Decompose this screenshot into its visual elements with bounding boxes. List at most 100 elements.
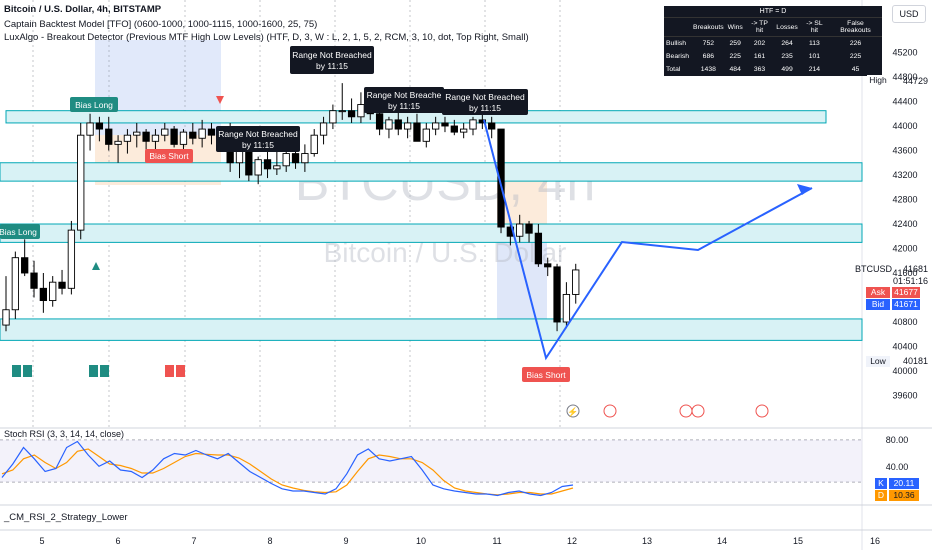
- countdown: 01:51:16: [892, 276, 928, 286]
- candle-bull: [86, 122, 94, 136]
- ask-tag: Ask: [866, 287, 890, 298]
- breakout-up-arrow: [92, 262, 100, 270]
- stoch-k-line: [1, 440, 574, 497]
- bias-short-label-1[interactable]: Bias Short: [145, 149, 193, 163]
- symbol-header[interactable]: Bitcoin / U.S. Dollar, 4h, BITSTAMP: [4, 4, 161, 15]
- stats-cell: 214: [808, 66, 821, 73]
- low-tag: Low: [866, 356, 890, 367]
- price-tick-label: 42400: [892, 219, 917, 229]
- stats-header-cell: False Breakouts: [828, 18, 882, 37]
- short-marker-1: [165, 365, 174, 377]
- candle-bull: [282, 153, 290, 167]
- projection-arrowhead: [797, 184, 812, 195]
- candle-bear: [347, 110, 356, 118]
- us-flag-icon-1: [603, 404, 617, 418]
- svg-text:Bias Short: Bias Short: [149, 151, 189, 161]
- long-marker-4: [100, 365, 109, 377]
- long-marker-1: [12, 365, 21, 377]
- indicator-2-line[interactable]: LuxAlgo - Breakout Detector (Previous MT…: [4, 32, 529, 43]
- stoch-band-fill: [0, 440, 862, 482]
- candle-bear: [478, 119, 486, 124]
- price-tick-label: 43600: [892, 146, 917, 156]
- candle-bull: [431, 122, 440, 130]
- strategy-markers: [12, 96, 224, 377]
- price-tick-label: 42000: [892, 244, 917, 254]
- ask-value: 41677: [892, 287, 920, 298]
- stats-row: Bearish 686 225 161 235 101 225: [664, 50, 882, 63]
- range-label-3[interactable]: Range Not Breache by 11:15: [364, 87, 444, 113]
- bias-long-label-1[interactable]: Bias Long: [70, 97, 118, 112]
- stats-row: Bullish 752 259 202 264 113 226: [664, 37, 882, 51]
- stats-cell: Total: [666, 66, 681, 73]
- time-axis-labels: 5 6 7 8 9 10 11 12 13 14 15 16: [39, 536, 880, 546]
- candle-bull: [385, 119, 393, 130]
- time-label: 5: [39, 536, 44, 546]
- time-label: 9: [343, 536, 348, 546]
- candle-bull: [161, 128, 169, 136]
- candle-bull: [562, 293, 571, 323]
- bias-short-label-2[interactable]: Bias Short: [522, 367, 570, 382]
- candle-bear: [95, 122, 104, 130]
- svg-text:Range Not Breached: Range Not Breached: [292, 50, 372, 60]
- event-icons[interactable]: ⚡: [566, 404, 769, 418]
- stoch-tick-80: 80.00: [886, 435, 909, 445]
- candle-bear: [21, 257, 29, 274]
- candle-bull: [49, 281, 57, 302]
- flash-icon: [566, 404, 580, 418]
- stoch-k-value: 20.11: [889, 478, 919, 489]
- bias-long-label-2[interactable]: Bias Long: [0, 224, 40, 239]
- candle-bull: [2, 309, 10, 326]
- svg-text:Bias Long: Bias Long: [0, 227, 37, 237]
- candle-bull: [403, 122, 412, 130]
- currency-button[interactable]: USD: [892, 5, 926, 23]
- stoch-rsi-pane[interactable]: Stoch RSI (3, 3, 14, 14, close) 80.00 40…: [0, 429, 909, 497]
- stats-cell: 202: [753, 40, 766, 47]
- us-flag-icon-4: [755, 404, 769, 418]
- svg-text:Range Not Breached: Range Not Breached: [218, 129, 298, 139]
- candle-bear: [525, 223, 533, 234]
- stats-cell: 259: [729, 40, 741, 47]
- stats-header-cell: -> TP hit: [744, 18, 775, 37]
- candle-bear: [544, 263, 552, 268]
- price-tick-label: 40800: [892, 317, 917, 327]
- stats-header-cell: Losses: [774, 18, 800, 37]
- range-label-1[interactable]: Range Not Breached by 11:15: [290, 46, 374, 74]
- time-label: 12: [567, 536, 577, 546]
- high-value: 44729: [902, 76, 928, 86]
- stats-cell: 264: [781, 40, 793, 47]
- candle-bull: [273, 165, 281, 170]
- us-flag-icon-3: [691, 404, 705, 418]
- stats-cell: 161: [753, 53, 766, 60]
- projection-line: [483, 119, 813, 361]
- candle-bull: [254, 159, 262, 176]
- stats-cell: 499: [781, 66, 793, 73]
- candle-bear: [441, 122, 449, 127]
- time-label: 10: [416, 536, 426, 546]
- price-tick-label: 39600: [892, 391, 917, 401]
- candle-bear: [497, 128, 505, 228]
- candle-bear: [170, 128, 178, 145]
- stats-cell: 113: [808, 40, 820, 47]
- stats-row: Total 1438 484 363 499 214 45: [664, 63, 882, 76]
- candle-bear: [488, 122, 496, 130]
- range-label-4[interactable]: Range Not Breached by 11:15: [442, 89, 528, 115]
- svg-text:Range Not Breached: Range Not Breached: [445, 92, 525, 102]
- candle-bear: [263, 159, 272, 170]
- indicator-1-line[interactable]: Captain Backtest Model [TFO] (0600-1000,…: [4, 19, 318, 30]
- candle-bear: [58, 281, 66, 289]
- stats-header-cell: Wins: [725, 18, 745, 37]
- stats-cell: 1438: [700, 66, 716, 73]
- us-flag-icon-2: [679, 404, 693, 418]
- candle-bear: [30, 272, 38, 289]
- svg-text:by 11:15: by 11:15: [469, 103, 501, 113]
- range-label-2[interactable]: Range Not Breached by 11:15: [216, 126, 300, 152]
- projection-path[interactable]: [483, 119, 813, 361]
- stoch-tick-40: 40.00: [886, 462, 909, 472]
- stats-cell: Bearish: [666, 53, 690, 60]
- symbol-title: Bitcoin / U.S. Dollar, 4h, BITSTAMP: [4, 4, 162, 15]
- breakout-down-arrow: [216, 96, 224, 104]
- price-axis[interactable]: [862, 0, 932, 550]
- candle-bull: [572, 269, 580, 295]
